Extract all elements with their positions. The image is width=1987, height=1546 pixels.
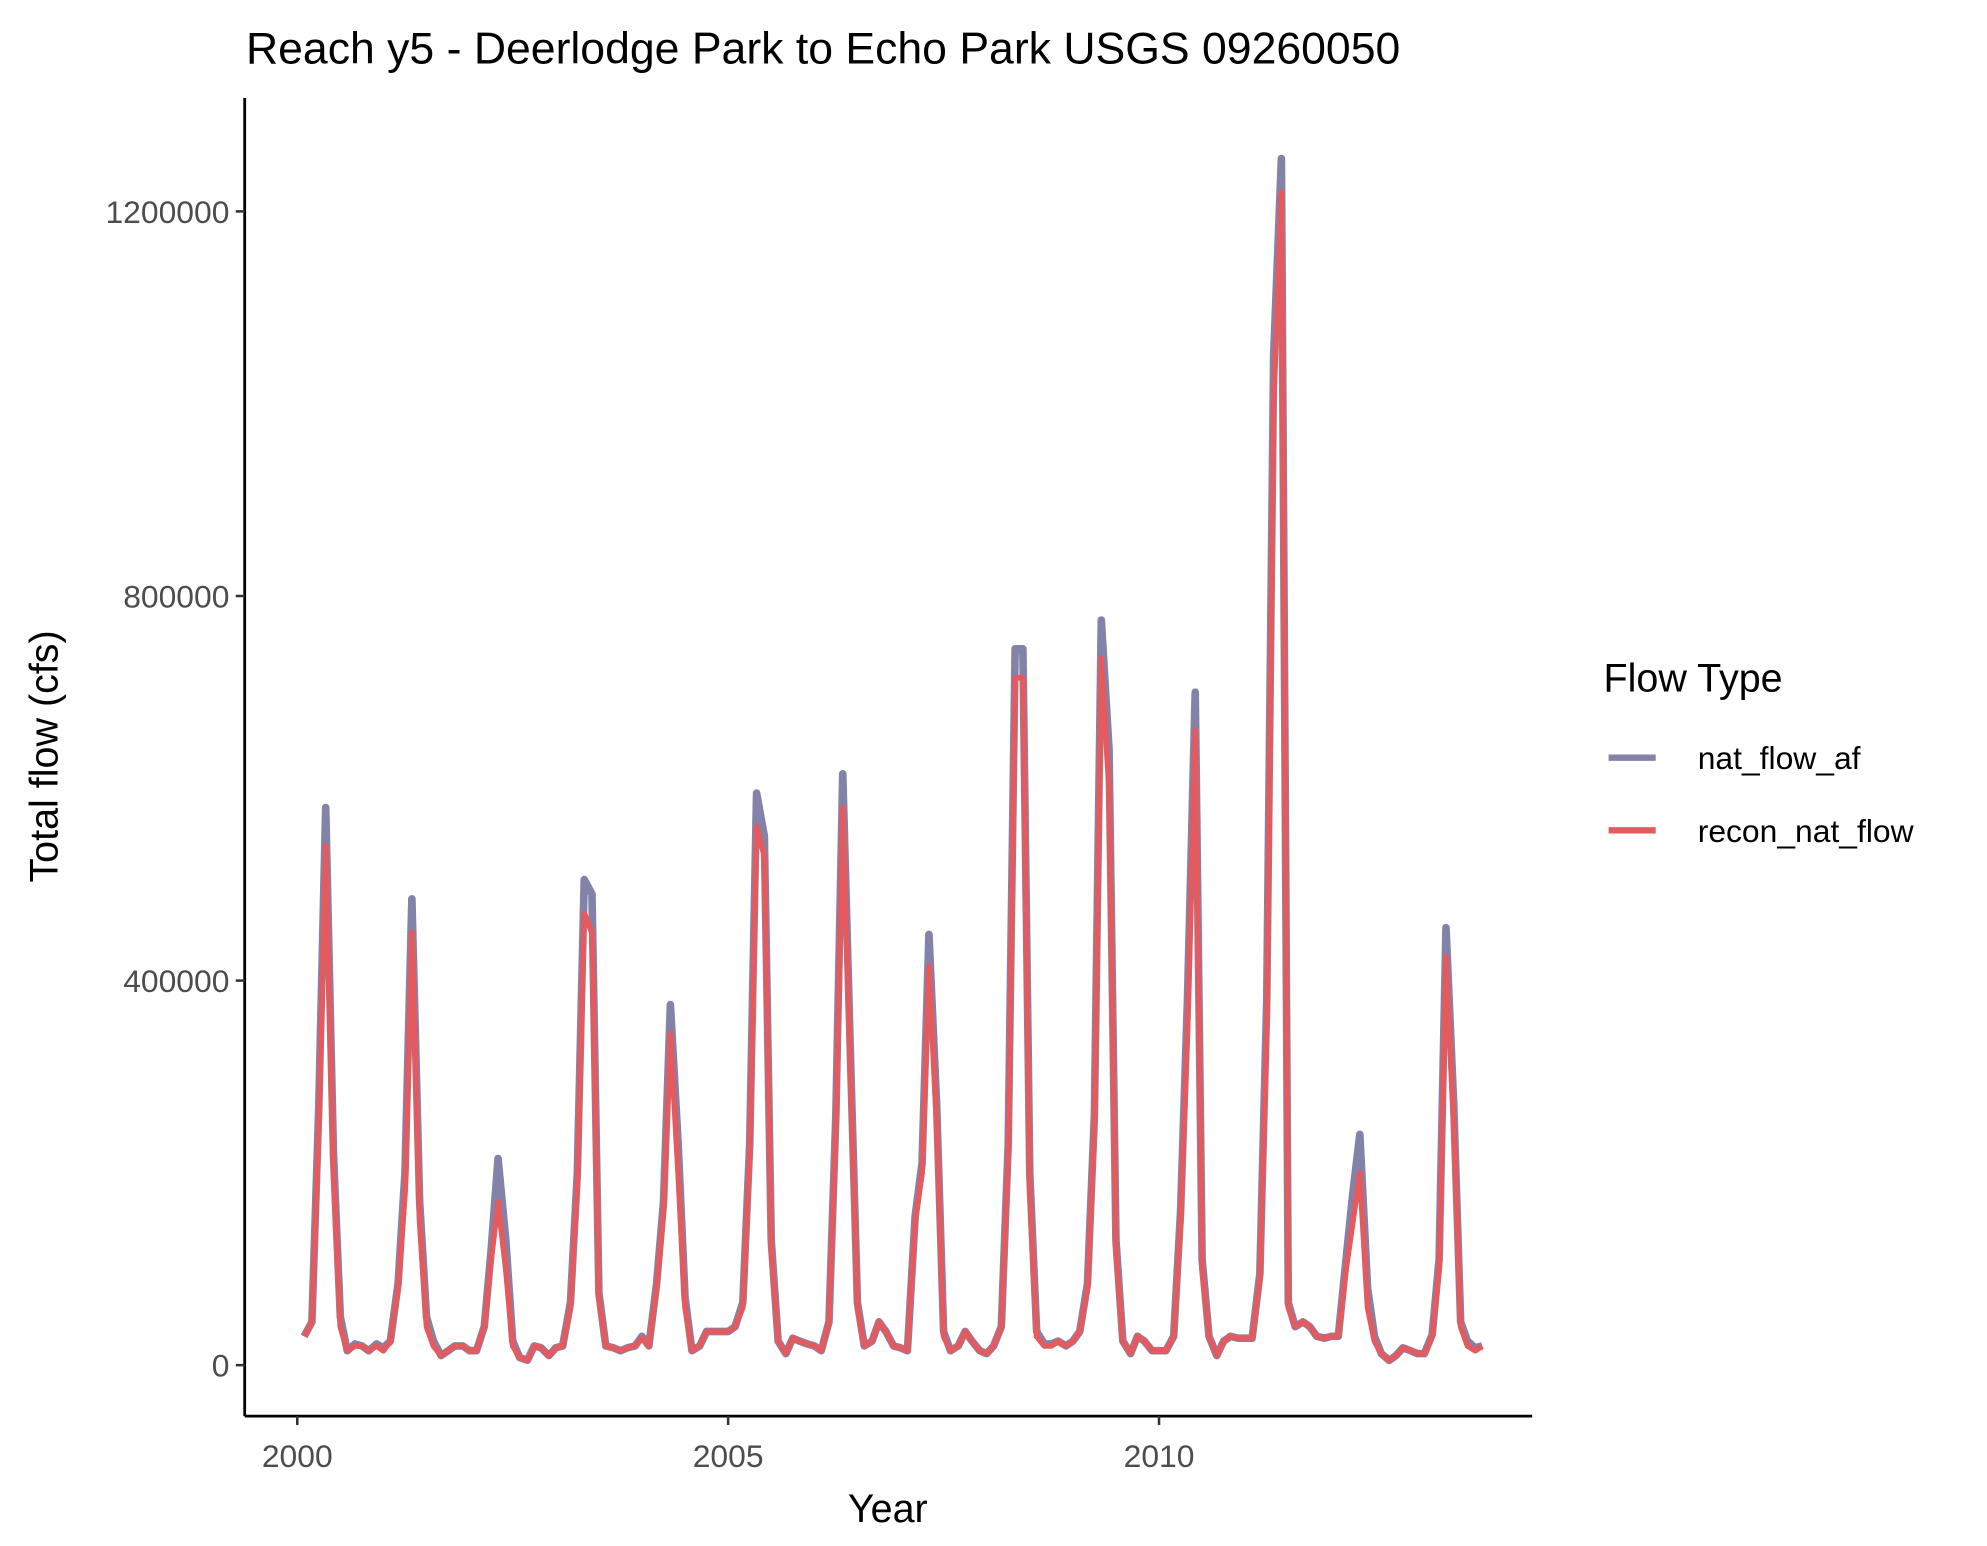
y-tick-label: 800000	[123, 578, 229, 614]
y-tick-label: 400000	[123, 963, 229, 999]
legend-title: Flow Type	[1603, 656, 1782, 700]
y-tick-label: 0	[212, 1348, 230, 1384]
series-line	[301, 189, 1484, 1364]
y-axis-label: Total flow (cfs)	[22, 630, 66, 882]
x-tick-label: 2005	[693, 1438, 764, 1474]
x-tick-label: 2010	[1124, 1438, 1195, 1474]
x-tick-label: 2000	[262, 1438, 333, 1474]
legend-label: nat_flow_af	[1698, 740, 1861, 776]
series-line	[300, 154, 1484, 1365]
y-tick-label: 1200000	[105, 194, 229, 230]
x-axis-label: Year	[848, 1487, 928, 1531]
legend-label: recon_nat_flow	[1698, 813, 1915, 849]
chart-title: Reach y5 - Deerlodge Park to Echo Park U…	[246, 25, 1400, 74]
